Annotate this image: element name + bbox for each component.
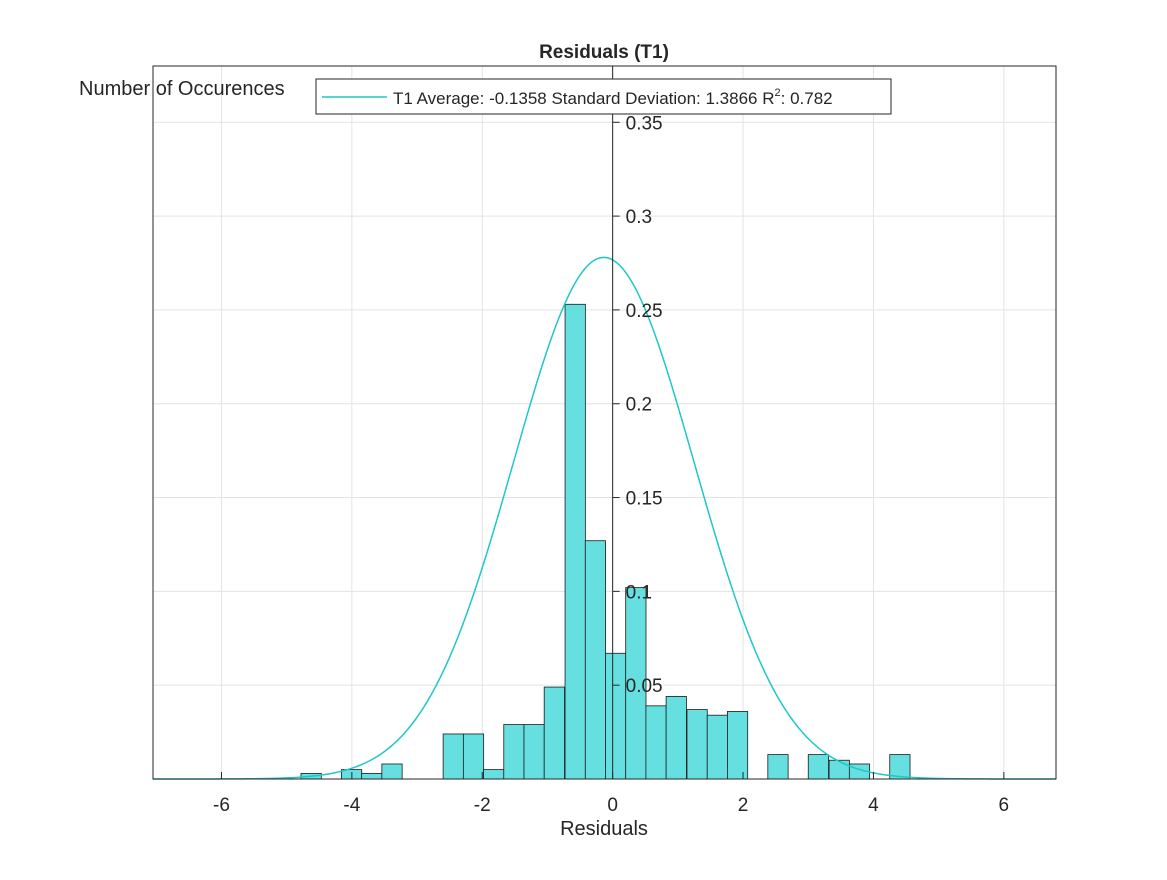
histogram-bar bbox=[706, 714, 728, 780]
histogram-bar bbox=[584, 540, 606, 780]
y-axis-label: Number of Occurences bbox=[79, 78, 285, 100]
chart-title: Residuals (T1) bbox=[539, 42, 669, 63]
x-tick-label: -4 bbox=[343, 795, 360, 816]
histogram-bar bbox=[767, 754, 789, 780]
legend[interactable]: T1 Average: -0.1358 Standard Deviation: … bbox=[315, 78, 892, 115]
x-axis-label: Residuals bbox=[560, 818, 648, 840]
x-tick-label: 6 bbox=[999, 795, 1010, 816]
plot-frame bbox=[152, 65, 1057, 780]
y-tick-label: 0.25 bbox=[626, 301, 663, 322]
x-tick-label: 4 bbox=[868, 795, 879, 816]
histogram-bar bbox=[726, 711, 749, 780]
histogram-bar bbox=[361, 772, 383, 780]
x-tick-label: -2 bbox=[474, 795, 491, 816]
histogram-bar bbox=[665, 696, 687, 780]
y-tick-label: 0.3 bbox=[626, 207, 652, 228]
y-tick-label: 0.15 bbox=[626, 489, 663, 510]
y-tick-label: 0.35 bbox=[626, 113, 663, 134]
histogram-bar bbox=[645, 705, 667, 780]
histogram-bar bbox=[483, 769, 505, 780]
x-tick-label: -6 bbox=[213, 795, 230, 816]
y-tick-label: 0.05 bbox=[626, 676, 663, 697]
histogram-bar bbox=[828, 759, 850, 780]
histogram-bars bbox=[300, 303, 911, 780]
histogram-bar bbox=[381, 763, 403, 780]
legend-box bbox=[315, 78, 892, 115]
legend-entry-t1: T1 Average: -0.1358 Standard Deviation: … bbox=[393, 87, 833, 108]
normal-fit-curve bbox=[153, 256, 1056, 780]
histogram-bar bbox=[503, 724, 525, 780]
histogram-bar bbox=[807, 754, 829, 780]
histogram-bar bbox=[686, 709, 708, 780]
histogram-bar bbox=[564, 303, 586, 780]
histogram-bar bbox=[523, 724, 545, 780]
histogram-bar bbox=[543, 686, 565, 780]
y-tick-label: 0.2 bbox=[626, 395, 652, 416]
x-tick-label: 0 bbox=[607, 795, 618, 816]
histogram-bar bbox=[442, 733, 464, 780]
y-tick-label: 0.1 bbox=[626, 582, 652, 603]
histogram-bar bbox=[605, 652, 627, 780]
histogram-bar bbox=[462, 733, 485, 780]
x-ticks: -6 -4 -2 0 2 4 6 bbox=[213, 772, 1009, 816]
x-tick-label: 2 bbox=[738, 795, 749, 816]
y-ticks: 0.05 0.1 0.15 0.2 0.25 0.3 0.35 bbox=[612, 113, 663, 697]
